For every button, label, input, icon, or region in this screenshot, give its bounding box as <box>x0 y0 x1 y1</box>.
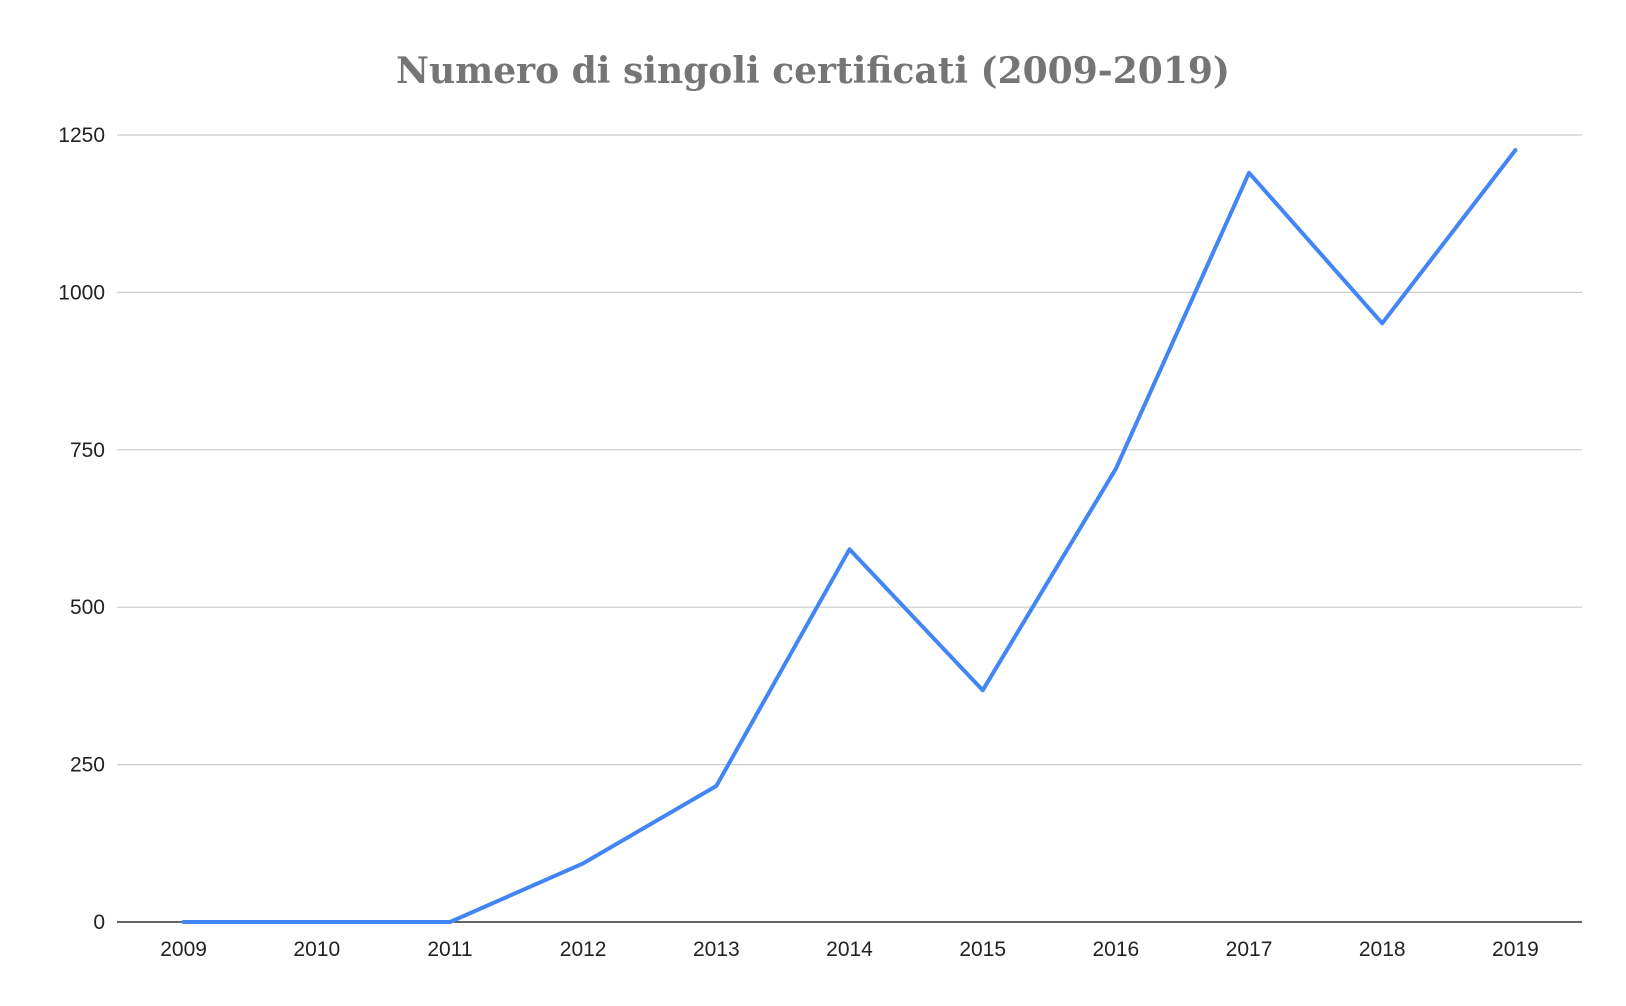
x-tick-label: 2012 <box>560 938 607 961</box>
x-tick-label: 2015 <box>959 938 1006 961</box>
y-tick-label: 500 <box>70 596 105 619</box>
x-tick-label: 2011 <box>427 938 472 961</box>
y-tick-label: 1250 <box>58 124 105 147</box>
x-tick-label: 2019 <box>1492 938 1539 961</box>
series-layer <box>181 148 1518 924</box>
y-tick-label: 250 <box>70 754 105 777</box>
x-tick-label: 2017 <box>1226 938 1273 961</box>
x-tick-label: 2013 <box>693 938 740 961</box>
x-axis-tick-labels: 2009 2010 2011 2012 2013 2014 2015 2016 2017 2018… <box>160 938 1539 961</box>
gridlines <box>117 134 1582 766</box>
y-tick-label: 1000 <box>58 281 105 304</box>
x-tick-label: 2010 <box>293 938 340 961</box>
y-tick-label: 0 <box>93 911 105 934</box>
chart-title: Numero di singoli certificati (2009-2019… <box>396 50 1230 92</box>
x-tick-label: 2009 <box>160 938 207 961</box>
y-tick-label: 750 <box>70 439 105 462</box>
x-tick-label: 2014 <box>826 938 873 961</box>
x-tick-label: 2016 <box>1093 938 1140 961</box>
x-tick-label: 2018 <box>1359 938 1406 961</box>
series-line-0 <box>181 148 1518 924</box>
y-axis-tick-labels: 0 250 500 750 1000 1250 <box>58 124 105 934</box>
